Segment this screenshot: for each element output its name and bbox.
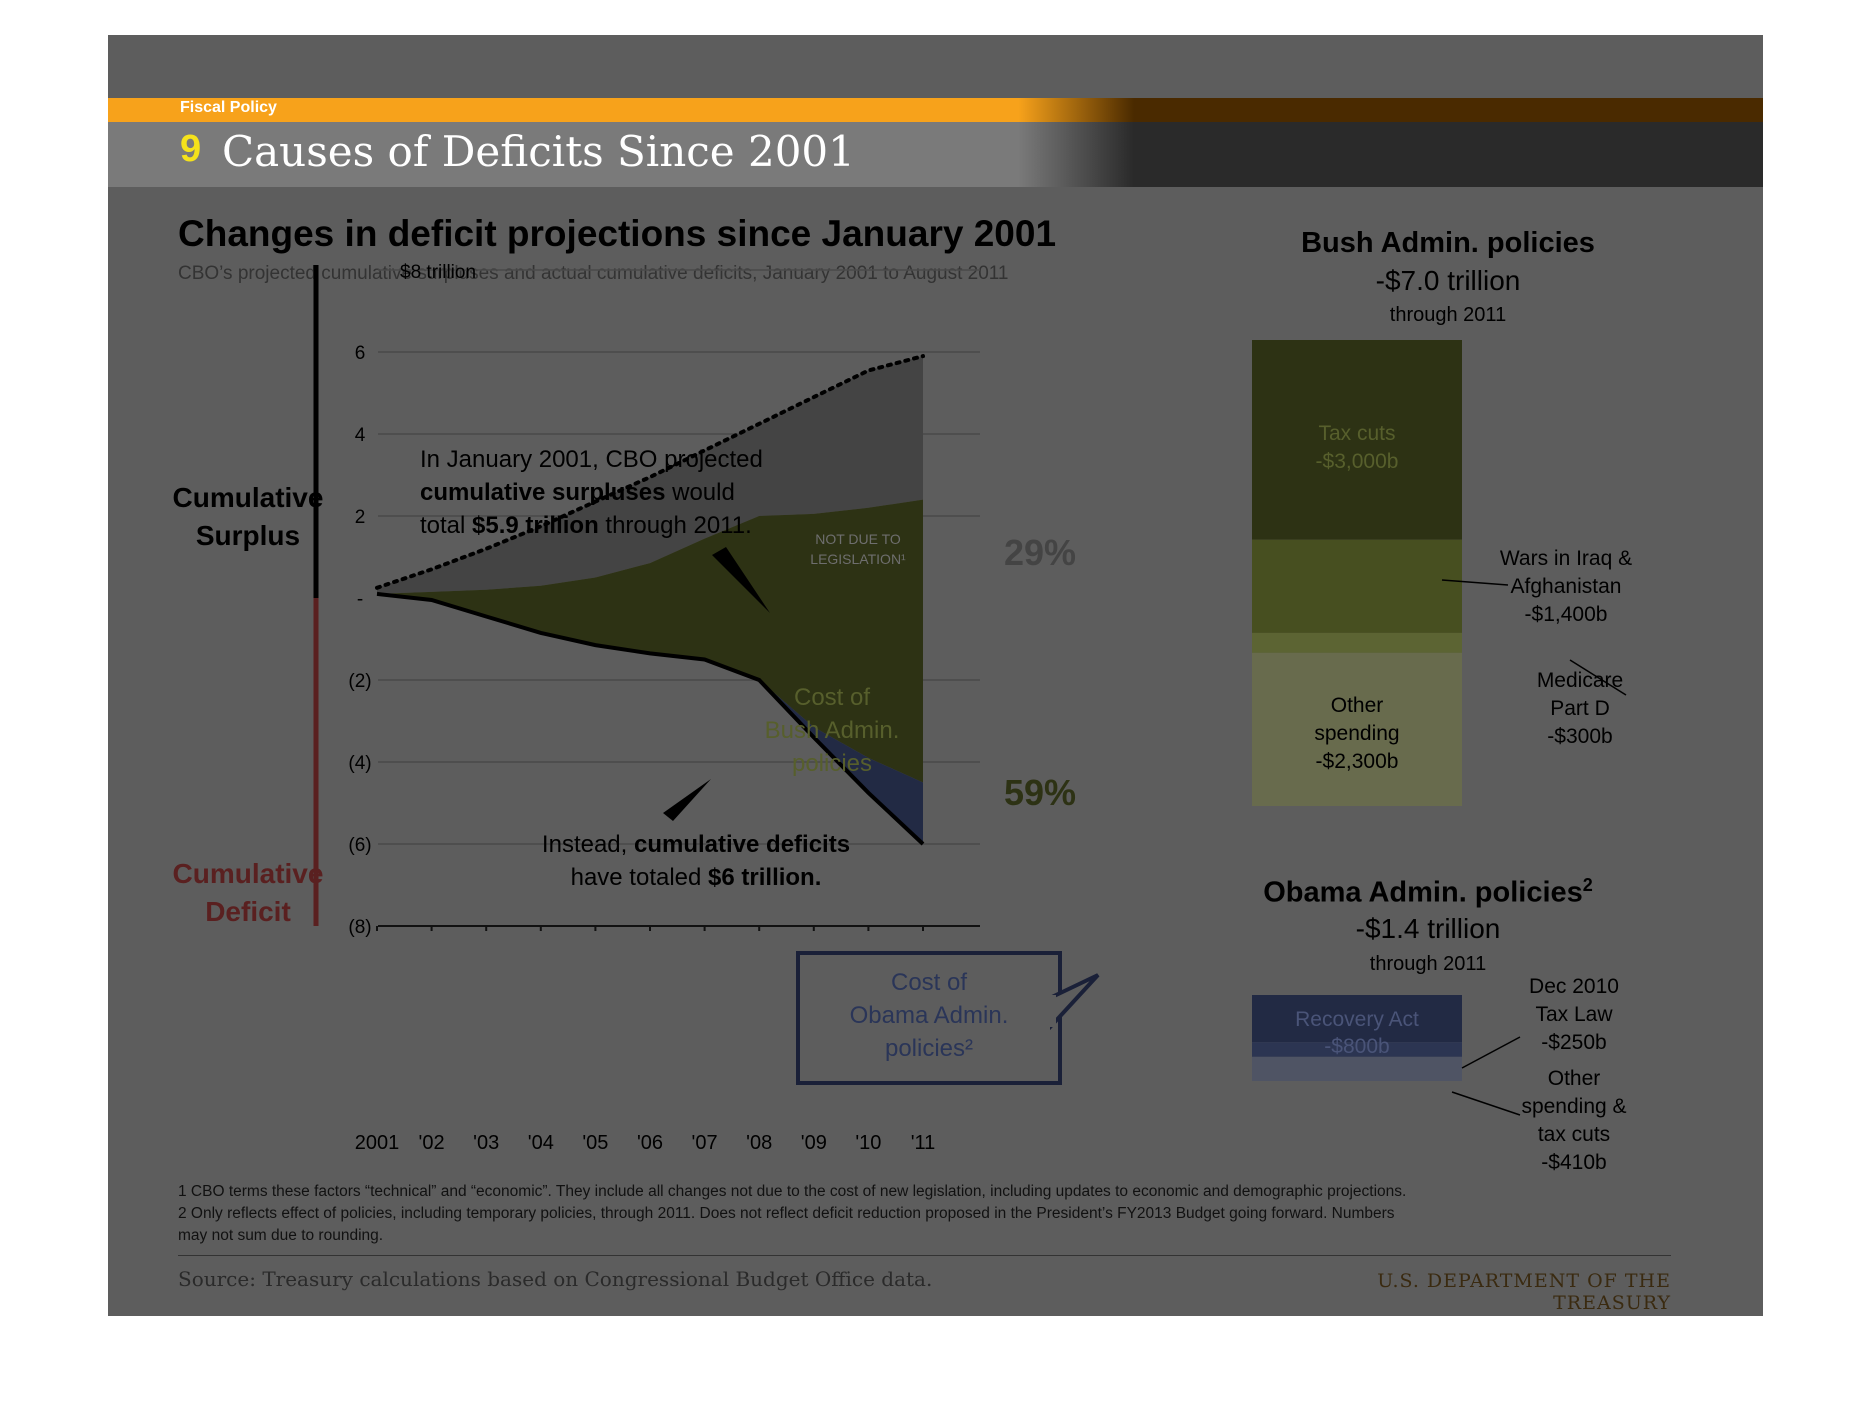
bush-seg-label: Tax cuts [1318,422,1395,445]
tax-law-callout: Tax Law [1535,1003,1613,1026]
medicare-callout: -$300b [1547,725,1612,748]
deficit-note: Instead, cumulative deficits [542,831,850,858]
medicare-callout: Part D [1550,697,1610,720]
cumulative-surplus-label: Cumulative Surplus [172,482,324,551]
other-spending-callout: tax cuts [1538,1123,1610,1146]
surplus-note-pointer [712,547,770,613]
other-spending-callout: spending & [1521,1095,1626,1118]
bush-bar-segment [1252,340,1462,540]
x-tick-label: '03 [473,1132,499,1154]
x-tick-label: 2001 [355,1132,400,1154]
section-label: Fiscal Policy [180,99,277,116]
wars-callout: Wars in Iraq & [1500,547,1632,570]
chart-canvas: $8 trillion 6 4 2 - (2) (4) (6) (8) 2001 '02 '03 '04… [313,262,1632,1174]
share-not-due: 29% [1004,532,1076,573]
obama-bar-segment [1252,995,1462,1043]
obama-policies-through: through 2011 [1369,953,1487,975]
bush-cost-label: Cost of [794,684,870,711]
title-bar [108,122,1763,187]
wars-callout-line [1441,579,1509,586]
bush-policies-title: Bush Admin. policies [1301,227,1595,259]
y-tick-label: 2 [355,507,366,528]
wars-callout: Afghanistan [1511,575,1622,598]
infographic-slide: Fiscal Policy 9 Causes of Deficits Since… [108,35,1763,1316]
x-tick-label: '02 [419,1132,445,1154]
share-bush: 59% [1004,772,1076,813]
other-spending-callout: -$410b [1541,1151,1606,1174]
y-tick-label: 4 [355,425,366,446]
obama-cost-label: policies² [885,1035,973,1062]
y-tick-label: - [357,589,363,610]
bush-seg-label: -$3,000b [1316,450,1399,473]
chart-subtitle: CBO’s projected cumulative surpluses and… [178,263,1009,284]
x-tick-label: '11 [911,1132,936,1154]
deficit-note-pointer [663,779,711,821]
x-tick-label: '05 [582,1132,608,1154]
y-tick-label: $8 trillion [400,262,476,283]
x-tick-label: '06 [637,1132,663,1154]
obama-bar-segment [1252,1042,1462,1057]
page-title: Causes of Deficits Since 2001 [222,127,855,176]
obama-policies-total: -$1.4 trillion [1355,913,1501,944]
projected-surplus-line [375,354,925,590]
footnote-1: 1 CBO terms these factors “technical” an… [178,1183,1407,1200]
chart-title: Changes in deficit projections since Jan… [178,213,1057,254]
obama-cost-label: Cost of [891,969,967,996]
bush-seg-label: -$2,300b [1316,750,1399,773]
not-due-label: NOT DUE TO [815,531,901,547]
medicare-callout: Medicare [1537,669,1623,692]
source-note: Source: Treasury calculations based on C… [178,1267,933,1291]
other-spending-callout-line [1451,1091,1521,1116]
obama-cost-label: Obama Admin. [850,1002,1009,1029]
obama-bar-segment [1252,1056,1462,1081]
surplus-note: In January 2001, CBO projected [420,446,763,473]
not-due-label: LEGISLATION¹ [810,551,906,567]
obama-callout-box [796,951,1062,1085]
x-tick-label: '07 [692,1132,718,1154]
bush-bar-segment [1252,652,1462,806]
section-bar [108,98,1763,122]
bush-cost-label: Bush Admin. [765,717,900,744]
y-tick-label: 6 [355,343,366,364]
treasury-wordmark: U.S. DEPARTMENT OF THE TREASURY [1377,1270,1671,1314]
surplus-note: total $5.9 trillion through 2011. [420,512,752,539]
obama-seg-label: Recovery Act [1295,1008,1419,1031]
x-tick-label: '09 [801,1132,827,1154]
x-tick-label: '10 [855,1132,881,1154]
obama-callout-joint [1048,995,1056,1027]
x-tick-label: '04 [528,1132,554,1154]
tax-law-callout: Dec 2010 [1529,975,1619,998]
y-tick-label: (4) [348,753,371,774]
other-spending-callout: Other [1548,1067,1601,1090]
x-tick-label: '08 [746,1132,772,1154]
y-tick-label: (2) [348,671,371,692]
source-divider [178,1255,1671,1256]
bush-cost-label: policies [792,750,872,777]
bush-policies-area [377,499,923,783]
not-due-to-legislation-area [377,356,923,594]
title-number: 9 [180,128,202,170]
obama-seg-label: -$800b [1324,1035,1389,1058]
bush-bar-segment [1252,539,1462,633]
tax-law-callout: -$250b [1541,1031,1606,1054]
medicare-callout-line [1569,659,1627,696]
cumulative-deficit-label: Cumulative Deficit [172,858,324,927]
y-tick-label: (6) [348,835,371,856]
bush-bar-segment [1252,632,1462,653]
actual-deficit-line [376,591,925,846]
y-tick-label: (8) [348,917,371,938]
wars-callout: -$1,400b [1525,603,1608,626]
bush-policies-through: through 2011 [1389,304,1507,326]
deficit-note: have totaled $6 trillion. [571,864,822,891]
surplus-note: cumulative surpluses would [420,479,735,506]
bush-policies-total: -$7.0 trillion [1375,265,1521,296]
obama-policies-title: Obama Admin. policies2 [1263,875,1593,909]
footnote-2: 2 Only reflects effect of policies, incl… [178,1205,1395,1222]
bush-seg-label: Other [1331,694,1384,717]
tax-law-callout-line [1461,1036,1521,1069]
footnote-2-cont: may not sum due to rounding. [178,1227,384,1244]
bush-seg-label: spending [1314,722,1399,745]
